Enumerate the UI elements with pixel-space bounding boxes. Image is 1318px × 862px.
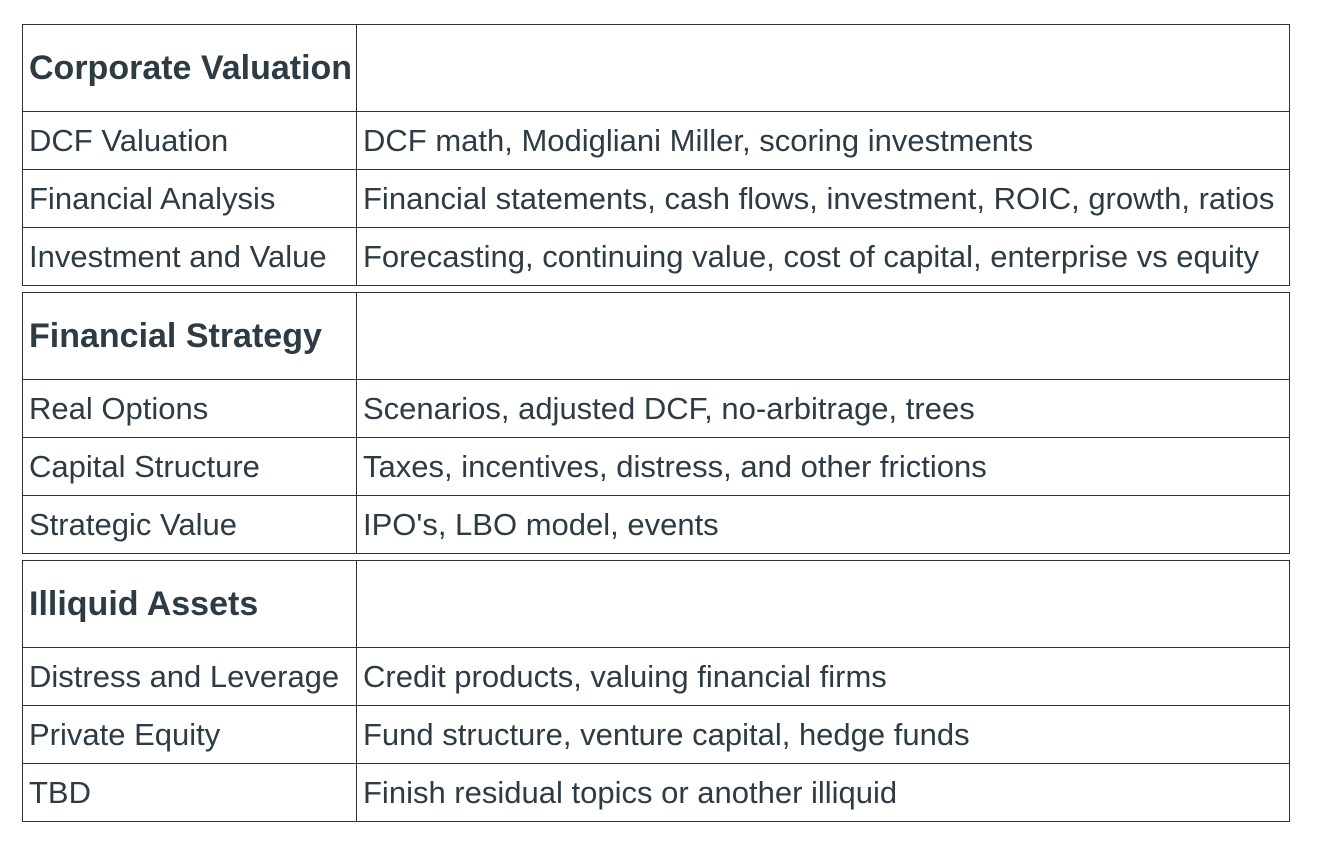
description-cell: IPO's, LBO model, events — [356, 496, 1290, 554]
section-title: Corporate Valuation — [22, 24, 356, 112]
description-cell: Financial statements, cash flows, invest… — [356, 170, 1290, 228]
description-cell: Fund structure, venture capital, hedge f… — [356, 706, 1290, 764]
topic-cell: Investment and Value — [22, 228, 356, 286]
description-cell: Credit products, valuing financial firms — [356, 648, 1290, 706]
section-header-row: Corporate Valuation — [22, 24, 1290, 112]
section-divider — [22, 286, 1290, 293]
description-cell: DCF math, Modigliani Miller, scoring inv… — [356, 112, 1290, 170]
topic-cell: TBD — [22, 764, 356, 822]
table-row: Capital Structure Taxes, incentives, dis… — [22, 438, 1290, 496]
section-title-blank — [356, 24, 1290, 112]
description-cell: Forecasting, continuing value, cost of c… — [356, 228, 1290, 286]
table-row: TBD Finish residual topics or another il… — [22, 764, 1290, 822]
topic-cell: Financial Analysis — [22, 170, 356, 228]
topic-cell: Private Equity — [22, 706, 356, 764]
section-header-row: Financial Strategy — [22, 293, 1290, 380]
description-cell: Scenarios, adjusted DCF, no-arbitrage, t… — [356, 380, 1290, 438]
section-title: Financial Strategy — [22, 293, 356, 380]
section-title-blank — [356, 293, 1290, 380]
description-cell: Taxes, incentives, distress, and other f… — [356, 438, 1290, 496]
topic-cell: DCF Valuation — [22, 112, 356, 170]
table-row: DCF Valuation DCF math, Modigliani Mille… — [22, 112, 1290, 170]
topic-cell: Real Options — [22, 380, 356, 438]
section-title: Illiquid Assets — [22, 561, 356, 648]
section-title-blank — [356, 561, 1290, 648]
topic-cell: Strategic Value — [22, 496, 356, 554]
table-row: Private Equity Fund structure, venture c… — [22, 706, 1290, 764]
table-row: Strategic Value IPO's, LBO model, events — [22, 496, 1290, 554]
description-cell: Finish residual topics or another illiqu… — [356, 764, 1290, 822]
topic-cell: Distress and Leverage — [22, 648, 356, 706]
section-divider — [22, 554, 1290, 561]
table-row: Distress and Leverage Credit products, v… — [22, 648, 1290, 706]
table-row: Financial Analysis Financial statements,… — [22, 170, 1290, 228]
course-outline: Corporate Valuation DCF Valuation DCF ma… — [22, 24, 1290, 822]
course-outline-table: Corporate Valuation DCF Valuation DCF ma… — [22, 24, 1290, 822]
table-row: Real Options Scenarios, adjusted DCF, no… — [22, 380, 1290, 438]
section-header-row: Illiquid Assets — [22, 561, 1290, 648]
topic-cell: Capital Structure — [22, 438, 356, 496]
table-row: Investment and Value Forecasting, contin… — [22, 228, 1290, 286]
